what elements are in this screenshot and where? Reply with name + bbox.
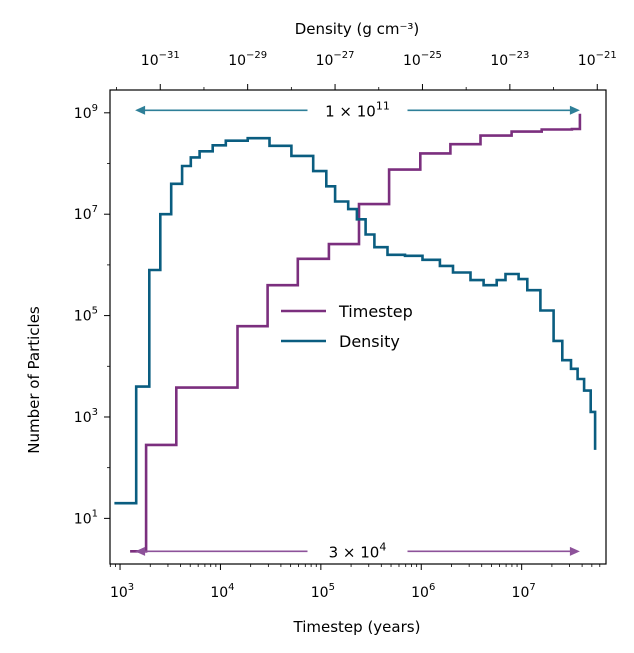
annotation-layer: 1 × 1011 3 × 104 — [135, 99, 580, 561]
x-tick-label: 106 — [411, 582, 435, 601]
bottom-range-arrow-head-right — [569, 546, 580, 556]
top-tick-label: 10−27 — [316, 50, 355, 69]
top-range-arrow-label: 1 × 1011 — [325, 99, 390, 120]
y-tick-label: 107 — [74, 204, 98, 223]
x-tick-label: 107 — [512, 582, 536, 601]
plot-frame — [109, 89, 607, 565]
y-tick-label: 103 — [74, 407, 98, 426]
top-range-arrow-head-right — [569, 105, 580, 115]
axes-layer: 103 104 105 106 107 101 103 105 107 109 10−31 10−29… — [74, 50, 617, 601]
top-tick-label: 10−23 — [490, 50, 529, 69]
x-tick-label: 105 — [311, 582, 335, 601]
bottom-range-arrow-head-left — [135, 546, 146, 556]
y-tick-label: 109 — [74, 103, 98, 122]
top-tick-label: 10−29 — [228, 50, 267, 69]
x-tick-label: 104 — [210, 582, 234, 601]
top-tick-label: 10−31 — [141, 50, 180, 69]
top-tick-label: 10−21 — [578, 50, 617, 69]
bottom-range-arrow-label: 3 × 104 — [329, 540, 387, 561]
legend-label-timestep: Timestep — [338, 302, 413, 321]
top-range-arrow-head-left — [135, 105, 146, 115]
y-tick-label: 105 — [74, 306, 98, 325]
x-axis-title: Timestep (years) — [293, 618, 421, 636]
top-axis-title: Density (g cm⁻³) — [295, 20, 420, 38]
legend: Timestep Density — [281, 302, 413, 351]
y-axis-title: Number of Particles — [25, 306, 43, 454]
series-line-density — [114, 136, 597, 505]
y-tick-label: 101 — [74, 508, 98, 527]
x-tick-label: 103 — [110, 582, 134, 601]
series-line-timestep — [130, 113, 582, 553]
top-tick-label: 10−25 — [403, 50, 442, 69]
series-layer — [114, 113, 597, 553]
legend-label-density: Density — [339, 332, 400, 351]
